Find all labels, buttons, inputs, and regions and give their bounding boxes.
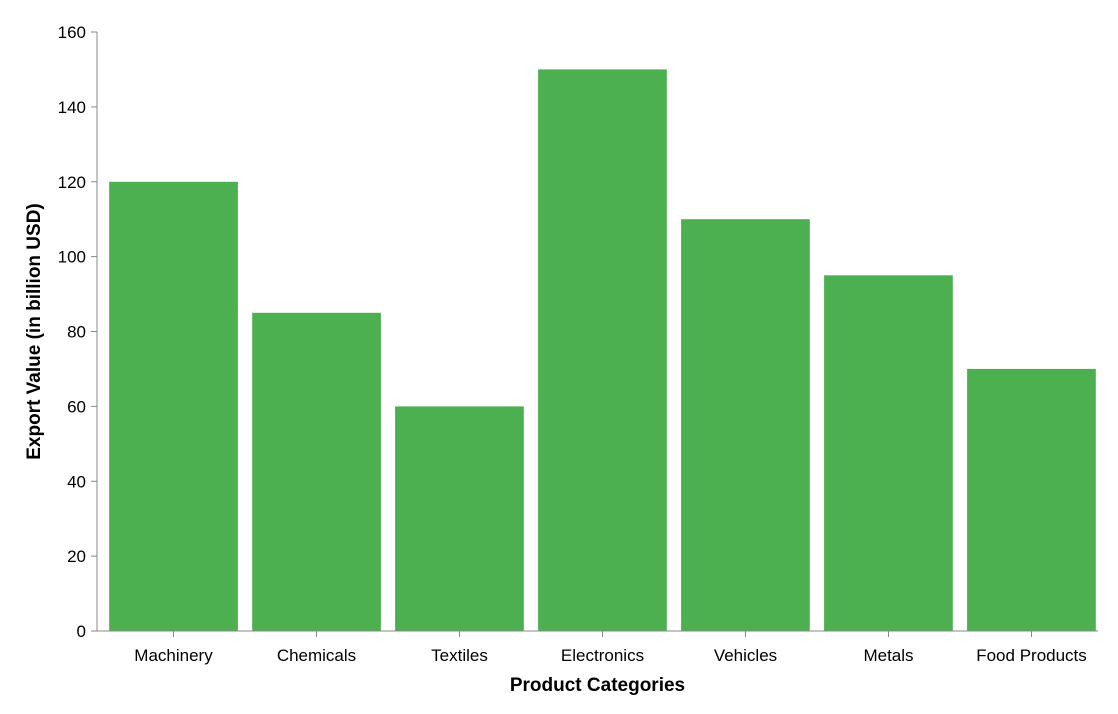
bar-metals [824,275,953,631]
x-tick-label: Electronics [561,646,644,665]
x-tick-label: Vehicles [714,646,777,665]
axes: 0 20 40 60 80 100 120 140 160 Machinery Chemicals T… [58,23,1098,665]
y-tick-label: 120 [58,173,86,192]
bar-machinery [109,181,238,632]
bar-textiles [395,406,524,631]
bar-chemicals [252,312,381,631]
y-tick-label: 20 [67,547,86,566]
y-tick-label: 0 [77,622,86,641]
y-tick-label: 140 [58,98,86,117]
y-tick-label: 160 [58,23,86,42]
plot-area [109,69,1096,632]
y-axis-title: Export Value (in billion USD) [24,203,45,460]
y-tick-label: 100 [58,248,86,267]
bar-electronics [538,69,667,631]
x-tick-label: Chemicals [277,646,356,665]
x-tick-label: Food Products [976,646,1087,665]
x-axis-title: Product Categories [510,675,685,696]
y-tick-label: 60 [67,397,86,416]
y-tick-label: 40 [67,472,86,491]
x-tick-label: Textiles [431,646,488,665]
x-tick-label: Metals [863,646,913,665]
bar-vehicles [681,219,810,631]
bar-food-products [967,368,1096,631]
x-tick-label: Machinery [134,646,213,665]
y-tick-label: 80 [67,323,86,342]
